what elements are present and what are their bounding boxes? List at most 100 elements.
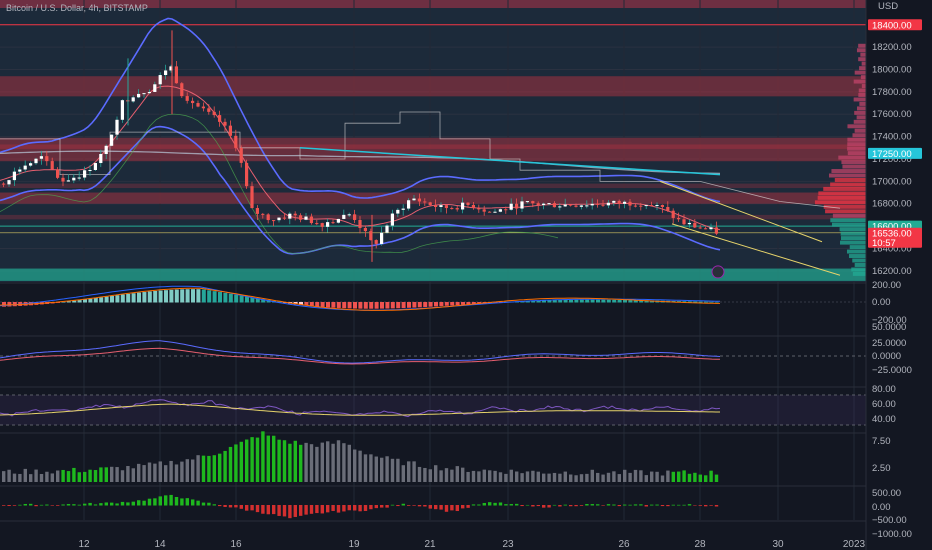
- macd-bar: [396, 302, 401, 309]
- volume-profile-bar: [847, 249, 866, 254]
- candle-body: [180, 83, 184, 97]
- volume-bar: [12, 473, 17, 482]
- indicator-tick: 2.50: [872, 463, 891, 474]
- candle-body: [363, 227, 367, 232]
- volume-profile-bar: [858, 88, 866, 93]
- candle-body: [585, 205, 589, 207]
- histogram-bar: [639, 504, 643, 506]
- histogram-bar: [612, 504, 616, 506]
- macd-bar: [245, 296, 249, 303]
- volume-bar: [2, 471, 6, 482]
- candle-body: [153, 84, 157, 92]
- volume-bar: [255, 437, 260, 482]
- histogram-bar: [585, 504, 589, 506]
- histogram-bar: [309, 505, 314, 514]
- histogram-bar: [644, 505, 648, 507]
- candle-body: [633, 205, 637, 207]
- countdown-text: 10:57: [872, 238, 896, 249]
- macd-bar: [126, 293, 131, 303]
- volume-profile-bar: [854, 70, 866, 75]
- histogram-bar: [153, 498, 157, 506]
- histogram-bar: [434, 505, 438, 510]
- macd-bar: [153, 291, 158, 303]
- candle-body: [50, 161, 54, 170]
- macd-bar: [228, 293, 233, 303]
- histogram-bar: [336, 505, 341, 513]
- macd-bar: [7, 302, 12, 307]
- macd-bar: [547, 300, 552, 303]
- indicator-tick: 0.00: [872, 297, 891, 308]
- volume-profile-bar: [847, 142, 866, 147]
- histogram-bar: [110, 502, 114, 506]
- price-zone: [0, 137, 866, 162]
- candle-body: [606, 202, 610, 206]
- macd-bar: [412, 302, 417, 308]
- macd-bar: [142, 292, 147, 303]
- candle-body: [563, 204, 567, 207]
- candle-body: [218, 115, 222, 122]
- volume-profile-bar: [857, 106, 866, 111]
- macd-bar: [174, 289, 179, 303]
- macd-bar: [120, 294, 125, 303]
- volume-bar: [531, 470, 535, 482]
- volume-profile-bar: [840, 240, 866, 245]
- price-tick: 17000.00: [872, 176, 912, 187]
- macd-bar: [234, 294, 239, 303]
- macd-bar: [12, 302, 17, 307]
- volume-bar: [563, 471, 567, 482]
- histogram-bar: [542, 505, 546, 508]
- histogram-bar: [120, 501, 125, 506]
- volume-profile-bar: [860, 75, 866, 80]
- volume-bar: [353, 449, 357, 482]
- volume-bar: [693, 472, 697, 482]
- histogram-bar: [655, 504, 659, 506]
- macd-bar: [558, 299, 563, 303]
- volume-bar: [369, 454, 373, 482]
- volume-bar: [50, 473, 54, 482]
- histogram-bar: [671, 504, 675, 506]
- macd-bar: [374, 302, 379, 309]
- histogram-bar: [531, 505, 535, 507]
- histogram-bar: [687, 504, 692, 506]
- candle-body: [169, 66, 173, 71]
- macd-bar: [196, 289, 201, 303]
- volume-bar: [682, 470, 686, 482]
- histogram-bar: [2, 505, 6, 506]
- volume-bar: [277, 439, 281, 482]
- volume-bar: [331, 443, 335, 482]
- histogram-bar: [212, 504, 216, 506]
- histogram-bar: [277, 505, 281, 516]
- histogram-bar: [536, 505, 540, 507]
- macd-bar: [342, 302, 347, 309]
- macd-bar: [682, 301, 687, 303]
- volume-bar: [628, 472, 632, 482]
- histogram-bar: [131, 501, 135, 506]
- candle-body: [569, 204, 573, 206]
- grid: [0, 0, 866, 520]
- volume-profile-bar: [830, 182, 866, 187]
- histogram-bar: [288, 505, 292, 519]
- candle-body: [120, 100, 124, 120]
- candle-body: [158, 75, 162, 85]
- macd-bar: [104, 296, 109, 303]
- volume-bar: [261, 431, 265, 482]
- time-tick: 28: [694, 539, 706, 550]
- histogram-bar: [650, 504, 654, 506]
- macd-bar: [596, 299, 600, 303]
- volume-bar: [104, 467, 108, 482]
- indicator-tick: 0.0000: [872, 351, 901, 362]
- candle-body: [417, 198, 421, 202]
- histogram-bar: [569, 505, 573, 507]
- histogram-bar: [606, 504, 611, 506]
- volume-profile-bar: [854, 128, 866, 133]
- volume-bar: [390, 458, 395, 482]
- histogram-bar: [56, 505, 60, 506]
- candle-body: [531, 201, 535, 204]
- candle-body: [644, 205, 648, 207]
- histogram-bar: [682, 504, 686, 506]
- histogram-bar: [45, 504, 49, 506]
- candle-body: [7, 180, 11, 185]
- volume-bar: [88, 469, 92, 482]
- volume-bar: [115, 467, 119, 482]
